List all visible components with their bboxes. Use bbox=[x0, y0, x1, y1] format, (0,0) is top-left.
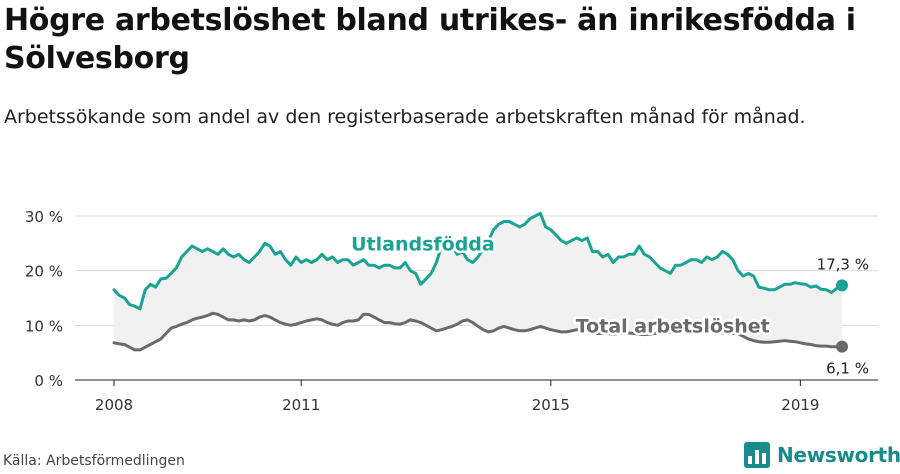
newsworthy-logo-icon bbox=[744, 442, 770, 468]
x-tick-label: 2019 bbox=[781, 396, 819, 414]
chart-title: Högre arbetslöshet bland utrikes- än inr… bbox=[4, 3, 856, 76]
x-axis: 20082011201520192022 bbox=[95, 380, 819, 414]
newsworthy-logo-text: Newsworthy bbox=[777, 443, 900, 467]
y-tick-label: 20 % bbox=[25, 263, 63, 281]
x-tick-label: 2008 bbox=[95, 396, 133, 414]
series-end-point bbox=[836, 279, 848, 292]
series-lines bbox=[112, 211, 848, 353]
series-name-label: Utlandsfödda bbox=[351, 233, 495, 255]
chart-subtitle: Arbetssökande som andel av den registerb… bbox=[4, 106, 806, 128]
series-line bbox=[112, 311, 844, 352]
newsworthy-logo[interactable]: Newsworthy bbox=[744, 442, 900, 468]
series-end-point bbox=[836, 340, 848, 353]
series-labels: Utlandsfödda 17,3 % Total arbetslöshet 6,1 … bbox=[349, 231, 869, 378]
series-name-label: Total arbetslöshet bbox=[576, 315, 770, 337]
series-end-value-label: 17,3 % bbox=[817, 255, 869, 273]
source-note: Källa: Arbetsförmedlingen bbox=[3, 453, 185, 469]
range-band bbox=[114, 213, 842, 350]
series-line bbox=[112, 211, 844, 311]
x-tick-label: 2015 bbox=[532, 396, 570, 414]
x-tick-label: 2011 bbox=[282, 396, 320, 414]
series-end-value-label: 6,1 % bbox=[826, 360, 869, 378]
y-tick-label: 0 % bbox=[34, 372, 63, 390]
y-tick-label: 10 % bbox=[25, 317, 63, 335]
y-tick-label: 30 % bbox=[25, 208, 63, 226]
